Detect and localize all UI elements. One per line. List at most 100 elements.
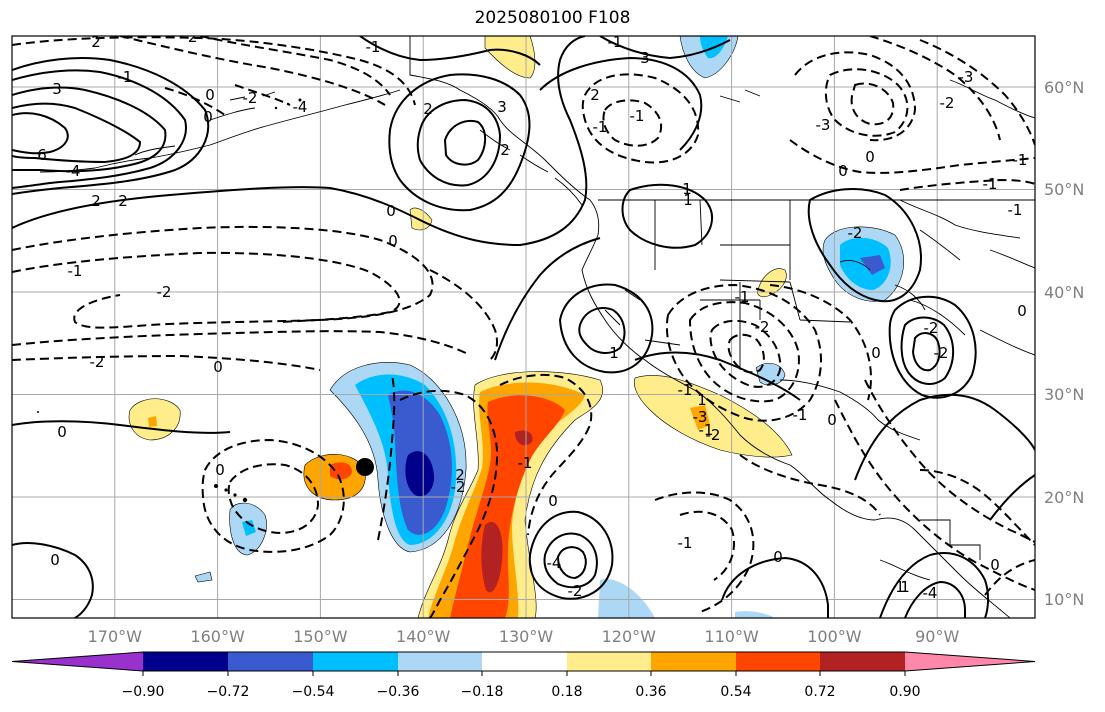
contour-label: -1 — [630, 107, 645, 125]
colorbar-segment — [143, 652, 228, 671]
colorbar-segment — [482, 652, 567, 671]
lat-tick-label: 10°N — [1044, 590, 1084, 609]
contour-label: 0 — [773, 548, 783, 566]
colorbar-segment — [12, 652, 143, 671]
lon-tick-label: 150°W — [293, 627, 348, 646]
contour-label: -4 — [66, 162, 81, 180]
contour-label: -2 — [183, 28, 198, 46]
contour-label: -1 — [518, 454, 533, 472]
contour-label: -1 — [678, 534, 693, 552]
lon-tick-label: 130°W — [499, 627, 554, 646]
contour-value-labels: 2 -2 0 -1 3 6 -4 0 -2 -1 0 0 2 0 2 -4 3 … — [37, 28, 1028, 602]
contour-label: 3 — [52, 80, 62, 98]
contour-label: -1 — [1013, 151, 1028, 169]
map-frame — [11, 35, 1036, 619]
colorbar-tick-label: 0.72 — [804, 684, 835, 700]
colorbar-tick-label: −0.72 — [207, 684, 250, 700]
contour-label: -1 — [366, 38, 381, 56]
colorbar-segment — [820, 652, 905, 671]
contour-label: 2 — [91, 192, 101, 210]
contour-label: -2 — [755, 318, 770, 336]
contour-label: 0 — [827, 411, 837, 429]
contour-label: 1 — [900, 578, 910, 596]
colorbar: −0.90 −0.72 −0.54 −0.36 −0.18 0.18 0.36 … — [11, 651, 1036, 700]
contour-label: 0 — [203, 108, 213, 126]
colorbar-tick-label: −0.90 — [122, 684, 165, 700]
graticule-lines — [12, 36, 1035, 618]
colorbar-segment — [398, 652, 482, 671]
contour-label: 0 — [990, 556, 1000, 574]
colorbar-segment — [228, 652, 313, 671]
contour-label: 2 — [91, 33, 101, 51]
contour-label: -4 — [547, 554, 562, 572]
contour-label: 3 — [640, 49, 650, 67]
contour-label: -2 — [243, 89, 258, 107]
lat-tick-label: 50°N — [1044, 180, 1084, 199]
colorbar-tick-label: −0.54 — [292, 684, 335, 700]
contour-label: 2 — [590, 86, 600, 104]
lat-tick-label: 40°N — [1044, 283, 1084, 302]
contour-label: 6 — [37, 146, 47, 164]
lon-tick-label: 170°W — [88, 627, 143, 646]
contour-label: 0 — [50, 551, 60, 569]
contour-label: -2 — [706, 426, 721, 444]
contour-label: -4 — [923, 584, 938, 602]
colorbar-tick-label: 0.18 — [551, 684, 582, 700]
contour-label: 2 — [455, 466, 465, 484]
contour-label: -1 — [68, 262, 83, 280]
lat-tick-label: 20°N — [1044, 488, 1084, 507]
contour-label: 0 — [213, 358, 223, 376]
contour-lines-solid — [12, 36, 1035, 618]
contour-label: 0 — [1017, 302, 1027, 320]
lat-tick-label: 30°N — [1044, 385, 1084, 404]
contour-label: 2 — [500, 141, 510, 159]
longitude-axis: 170°W 160°W 150°W 140°W 130°W 120°W 110°… — [88, 627, 960, 646]
lon-tick-label: 120°W — [602, 627, 657, 646]
contour-label: 3 — [497, 98, 507, 116]
contour-label: -2 — [848, 224, 863, 242]
contour-label: 0 — [386, 202, 396, 220]
contour-label: -1 — [793, 406, 808, 424]
contour-label: -2 — [924, 319, 939, 337]
contour-label: 0 — [57, 423, 67, 441]
contour-label: 1 — [609, 344, 619, 362]
lon-tick-label: 110°W — [704, 627, 759, 646]
colorbar-tick-label: 0.90 — [889, 684, 920, 700]
map-panel: 2 -2 0 -1 3 6 -4 0 -2 -1 0 0 2 0 2 -4 3 … — [12, 28, 1035, 618]
contour-label: -1 — [118, 68, 133, 86]
contour-label: 0 — [548, 492, 558, 510]
contour-label: -2 — [157, 283, 172, 301]
lon-tick-label: 90°W — [915, 627, 959, 646]
contour-label: -1 — [678, 381, 693, 399]
contour-label: 0 — [205, 86, 215, 104]
lat-tick-label: 60°N — [1044, 78, 1084, 97]
contour-label: -4 — [293, 98, 308, 116]
lon-tick-label: 100°W — [807, 627, 862, 646]
contour-label: -3 — [693, 408, 708, 426]
contour-label: -2 — [934, 344, 949, 362]
colorbar-tick-label: −0.18 — [461, 684, 504, 700]
contour-label: -2 — [940, 94, 955, 112]
lon-tick-label: 160°W — [190, 627, 245, 646]
island-markers — [37, 98, 302, 503]
contour-label: 1 — [682, 180, 692, 198]
storm-center-marker — [356, 458, 374, 476]
contour-label: 1 — [895, 578, 905, 596]
contour-label: 0 — [871, 344, 881, 362]
contour-label: -2 — [451, 478, 466, 496]
contour-label: -1 — [593, 118, 608, 136]
contour-label: -2 — [90, 353, 105, 371]
contour-label: 0 — [838, 162, 848, 180]
colorbar-tick-label: 0.36 — [635, 684, 666, 700]
contour-label: 2 — [118, 192, 128, 210]
contour-label: -1 — [608, 33, 623, 51]
colorbar-tick-label: −0.36 — [377, 684, 420, 700]
colorbar-tick-label: 0.54 — [720, 684, 751, 700]
contour-label: -1 — [735, 288, 750, 306]
contour-label: 1 — [683, 191, 693, 209]
contour-label: -3 — [959, 68, 974, 86]
contour-label: -1 — [699, 421, 714, 439]
colorbar-segment — [313, 652, 398, 671]
latitude-axis: 60°N 50°N 40°N 30°N 20°N 10°N — [1044, 78, 1084, 609]
